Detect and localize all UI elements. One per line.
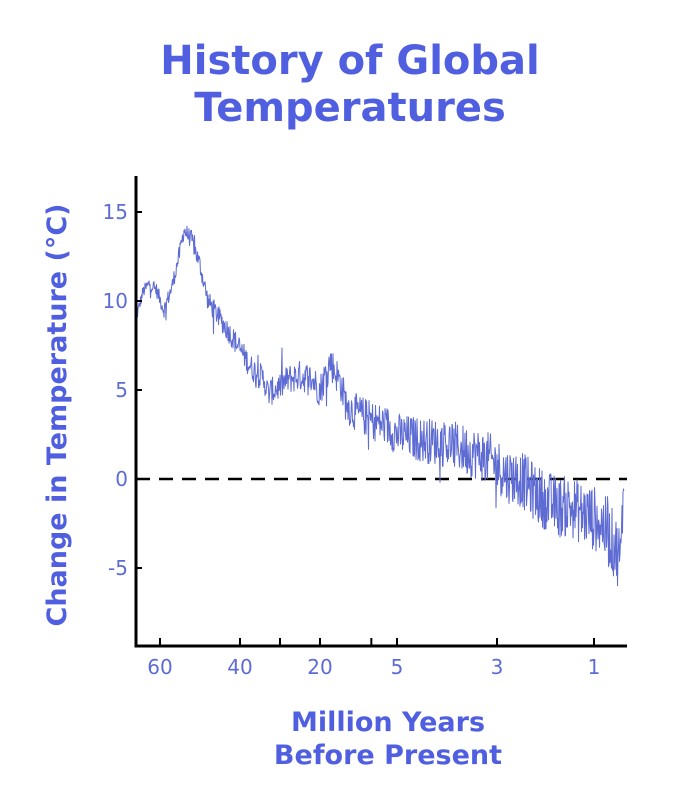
y-tick-label: 5 <box>115 378 128 402</box>
chart-title-line-1: History of Global <box>160 38 540 84</box>
y-tick-label: 10 <box>103 289 128 313</box>
y-tick-label: -5 <box>108 556 128 580</box>
y-tick-label: 0 <box>115 467 128 491</box>
chart-title-line-2: Temperatures <box>194 85 506 131</box>
x-axis-label-line-2: Before Present <box>274 740 502 771</box>
x-tick-label: 1 <box>588 655 601 679</box>
y-tick-label: 15 <box>103 200 128 224</box>
x-tick-label: 60 <box>147 655 172 679</box>
x-tick-label: 20 <box>307 655 332 679</box>
x-axis-label-line-1: Million Years <box>291 707 485 738</box>
plot-area <box>135 225 627 587</box>
x-tick-label: 5 <box>391 655 404 679</box>
temperature-series-line <box>135 225 625 587</box>
y-axis-label: Change in Temperature (°C) <box>42 204 73 627</box>
x-tick-label: 40 <box>227 655 252 679</box>
x-tick-label: 3 <box>491 655 504 679</box>
